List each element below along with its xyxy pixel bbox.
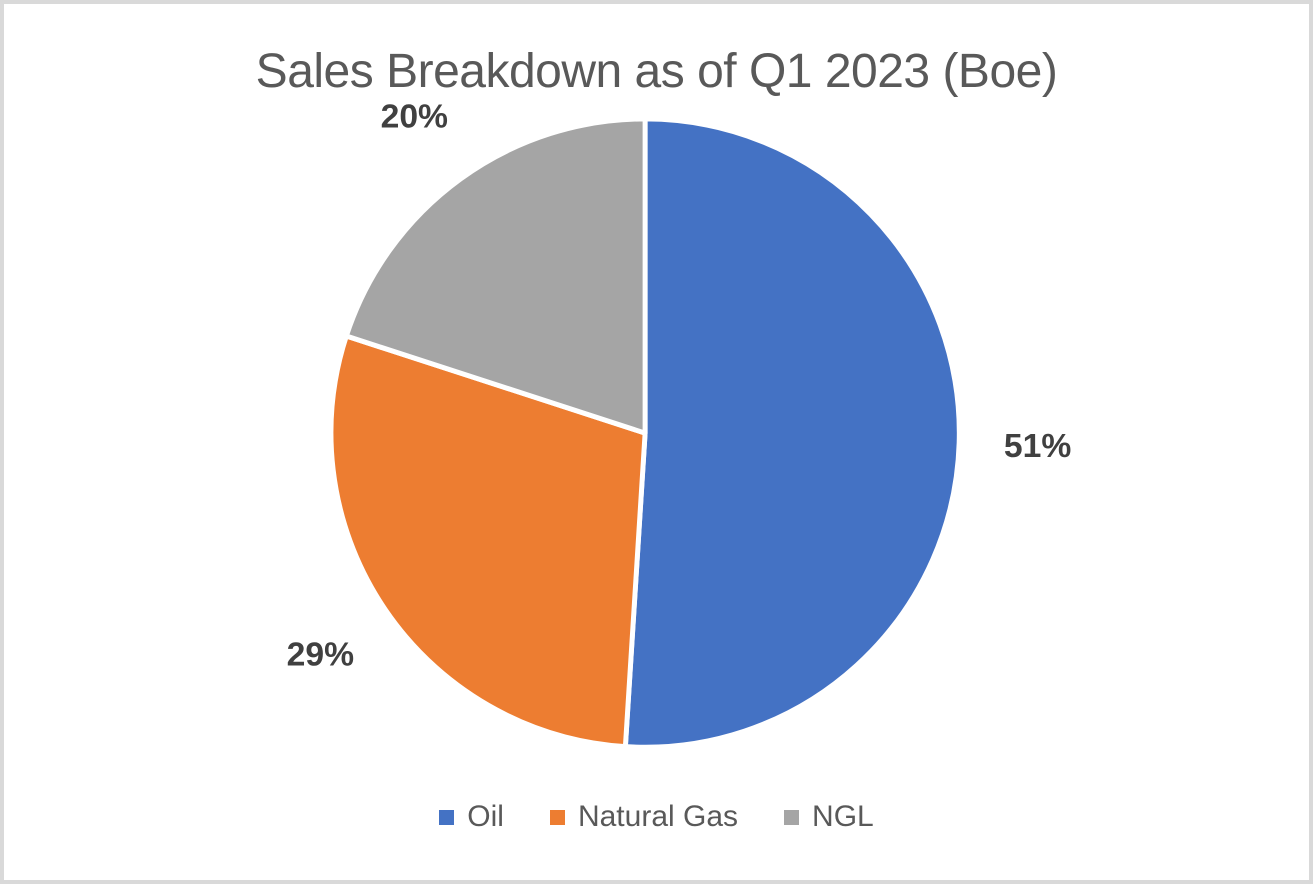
pie-slice-ngl[interactable] bbox=[343, 116, 648, 436]
chart-legend: Oil Natural Gas NGL bbox=[4, 802, 1309, 832]
legend-item-natural-gas[interactable]: Natural Gas bbox=[549, 800, 739, 833]
pie-slice-oil[interactable] bbox=[622, 116, 962, 750]
data-label-oil: 51% bbox=[1004, 428, 1071, 465]
chart-title: Sales Breakdown as of Q1 2023 (Boe) bbox=[255, 45, 1058, 98]
legend-item-ngl[interactable]: NGL bbox=[784, 802, 874, 832]
pie-chart: 51% 29% 20% bbox=[287, 98, 1071, 750]
legend-swatch-oil bbox=[439, 809, 455, 825]
legend-swatch-ngl bbox=[784, 809, 800, 825]
data-label-natural-gas: 29% bbox=[287, 637, 354, 674]
legend-swatch-natural-gas bbox=[549, 809, 565, 825]
data-label-ngl: 20% bbox=[381, 98, 448, 135]
legend-item-oil[interactable]: Oil bbox=[439, 802, 504, 832]
legend-label-ngl: NGL bbox=[812, 800, 874, 833]
legend-label-natural-gas: Natural Gas bbox=[577, 800, 739, 833]
pie-slice-natural-gas[interactable] bbox=[328, 333, 648, 750]
legend-label-oil: Oil bbox=[467, 800, 504, 833]
